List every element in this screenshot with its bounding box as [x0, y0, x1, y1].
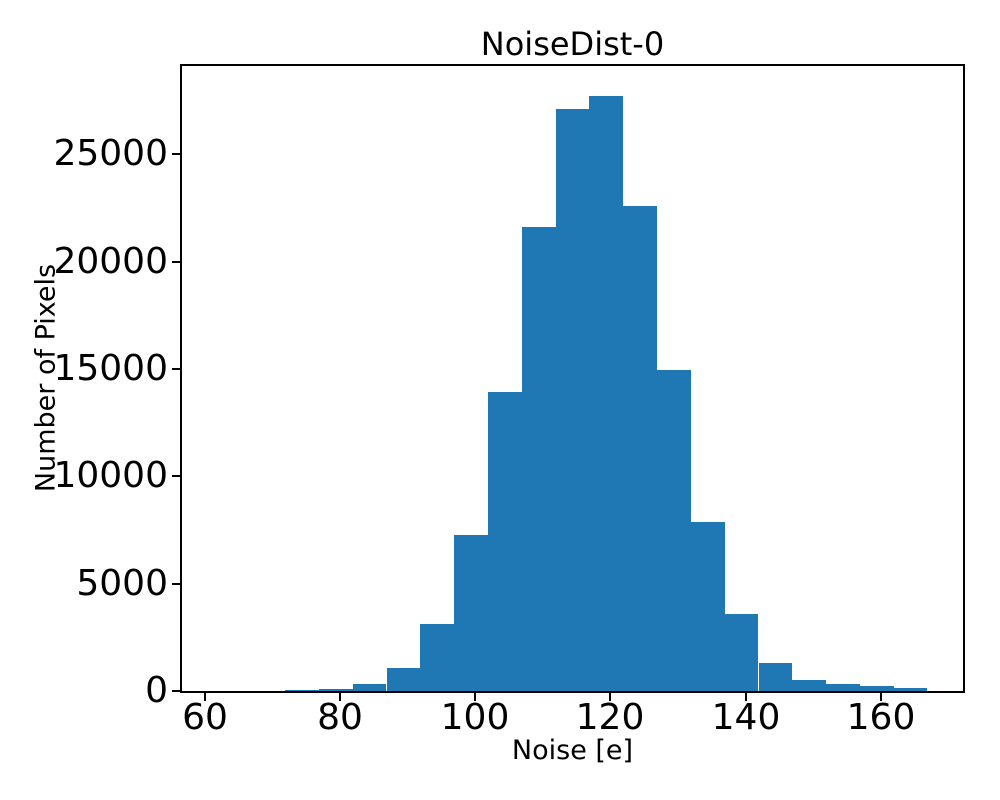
x-tick-label: 80 — [317, 697, 363, 738]
x-tick-mark — [474, 693, 476, 701]
x-tick-mark — [204, 693, 206, 701]
histogram-bar — [318, 689, 353, 691]
y-tick-label: 25000 — [53, 133, 168, 174]
histogram-bar — [386, 668, 421, 691]
x-tick-label: 60 — [182, 697, 228, 738]
y-tick-label: 5000 — [76, 563, 168, 604]
y-tick-label: 20000 — [53, 241, 168, 282]
x-tick-mark — [609, 693, 611, 701]
x-tick-label: 120 — [575, 697, 645, 738]
y-tick-mark — [172, 475, 180, 477]
x-tick-mark — [745, 693, 747, 701]
histogram-bar — [420, 624, 455, 691]
histogram-bar — [521, 227, 556, 691]
y-tick-mark — [172, 153, 180, 155]
y-tick-label: 0 — [145, 670, 168, 711]
y-tick-mark — [172, 690, 180, 692]
histogram-bar — [589, 96, 624, 691]
histogram-bar — [792, 680, 827, 691]
histogram-bar — [285, 690, 319, 691]
histogram-bar — [555, 109, 590, 691]
y-tick-mark — [172, 368, 180, 370]
y-tick-label: 10000 — [53, 455, 168, 496]
histogram-bar — [690, 522, 725, 691]
histogram-bar — [724, 614, 759, 691]
x-tick-label: 100 — [440, 697, 510, 738]
y-tick-mark — [172, 261, 180, 263]
chart-title: NoiseDist-0 — [480, 25, 665, 63]
x-tick-label: 140 — [711, 697, 781, 738]
histogram-bar — [454, 535, 488, 691]
histogram-bar — [623, 206, 657, 691]
histogram-bar — [826, 684, 860, 691]
y-tick-label: 15000 — [53, 348, 168, 389]
y-tick-mark — [172, 583, 180, 585]
x-axis-label: Noise [e] — [511, 735, 634, 766]
x-tick-label: 160 — [846, 697, 916, 738]
histogram-bar — [893, 688, 928, 691]
histogram-bar — [488, 392, 522, 691]
histogram-bar — [352, 684, 387, 691]
histogram-bar — [657, 370, 691, 691]
x-tick-mark — [339, 693, 341, 701]
x-tick-mark — [880, 693, 882, 701]
histogram-bar — [758, 663, 793, 691]
histogram-bar — [859, 686, 894, 691]
plot-area — [180, 64, 965, 693]
